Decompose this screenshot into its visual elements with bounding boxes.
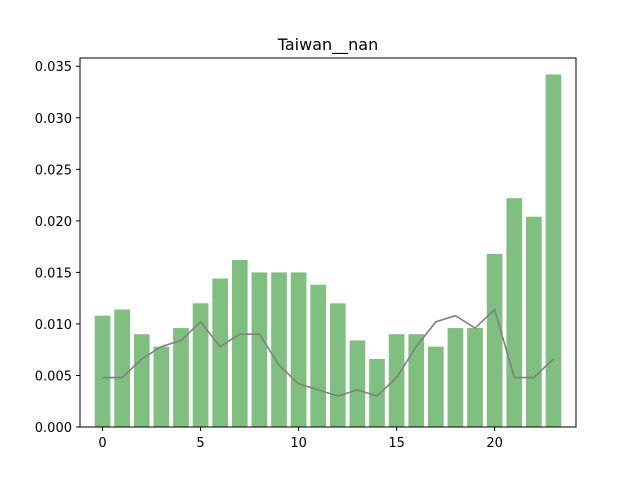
axes-layer	[79, 57, 577, 428]
bar-12	[329, 303, 346, 427]
ticks-layer: 0 5 10 15 20 0.000 0.005 0.010 0.015 0.020 0.025 0.…	[35, 60, 503, 451]
bar-10	[290, 272, 307, 427]
y-tick-label-1: 0.005	[35, 369, 72, 384]
bar-23	[545, 74, 562, 427]
bar-21	[506, 198, 523, 427]
bar-18	[447, 328, 464, 427]
bar-8	[251, 272, 268, 427]
bar-6	[212, 278, 229, 427]
bar-0	[94, 315, 111, 427]
bar-9	[271, 272, 287, 427]
axes-frame	[79, 57, 577, 428]
y-tick-label-4: 0.020	[35, 215, 72, 230]
bar-15	[388, 334, 405, 427]
y-tick-label-2: 0.010	[35, 318, 72, 333]
x-tick-label-5: 5	[196, 436, 204, 451]
bar-4	[173, 328, 189, 427]
line-series	[102, 308, 555, 397]
bar-16	[408, 334, 425, 427]
bar-20	[486, 253, 503, 427]
x-tick-label-0: 0	[98, 436, 106, 451]
y-tick-label-3: 0.015	[35, 266, 72, 281]
bar-22	[526, 216, 542, 427]
bar-17	[427, 346, 444, 427]
bar-14	[369, 358, 385, 427]
y-tick-label-6: 0.030	[35, 112, 72, 127]
y-tick-label-7: 0.035	[35, 60, 72, 75]
y-tick-label-0: 0.000	[35, 421, 72, 436]
x-tick-label-10: 10	[290, 436, 307, 451]
bar-5	[192, 303, 209, 427]
bar-11	[310, 284, 327, 427]
y-tick-label-5: 0.025	[35, 163, 72, 178]
bar-2	[133, 334, 150, 427]
line-layer	[102, 308, 555, 397]
bar-7	[231, 260, 248, 427]
bar-19	[467, 328, 483, 427]
bar-1	[114, 309, 130, 427]
chart-title: Taiwan__nan	[277, 35, 379, 55]
x-tick-label-20: 20	[486, 436, 503, 451]
bar-3	[153, 346, 170, 427]
x-tick-label-15: 15	[388, 436, 405, 451]
bar-13	[349, 340, 366, 427]
